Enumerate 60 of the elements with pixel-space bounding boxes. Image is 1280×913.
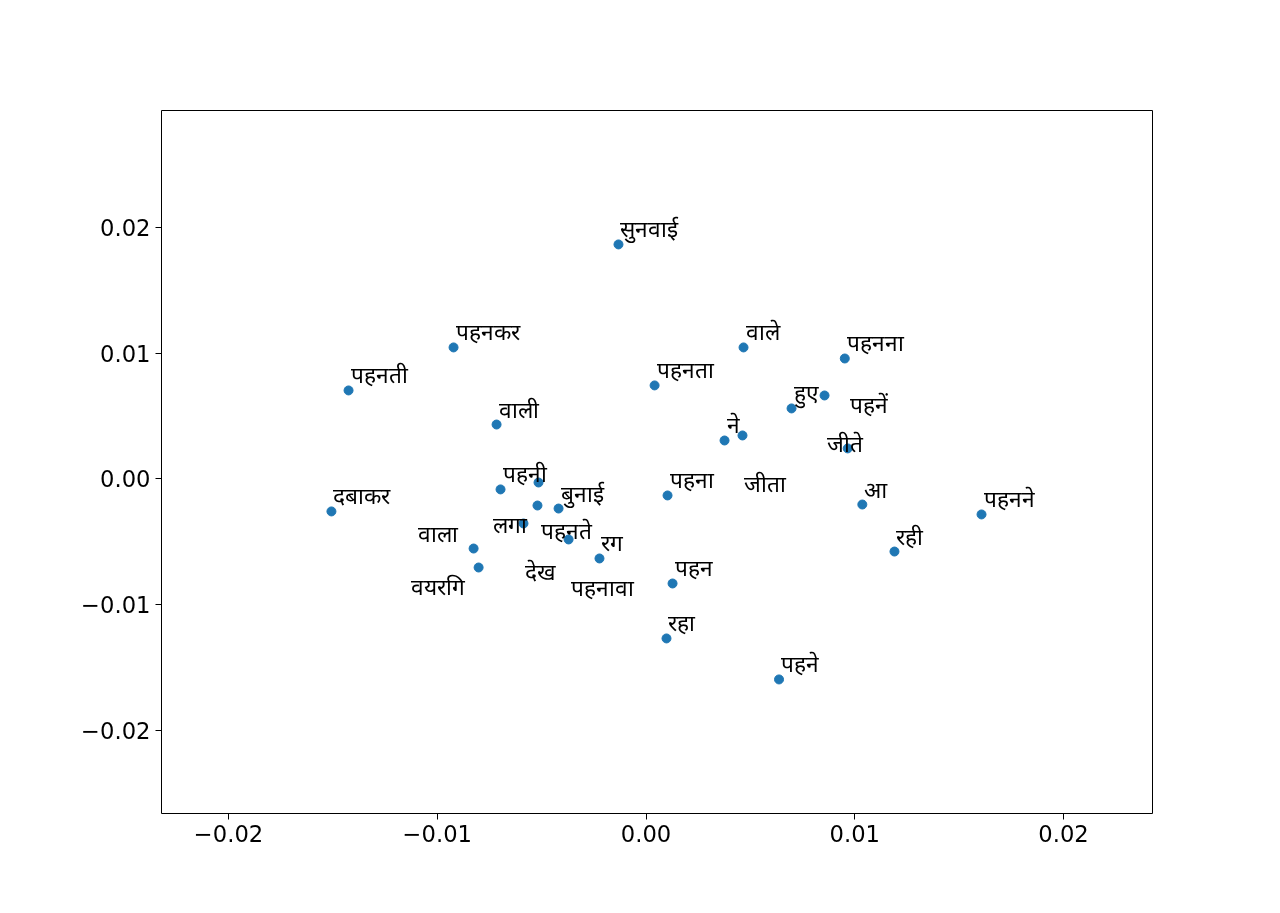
x-tick-label: 0.00: [620, 820, 672, 847]
annotation: पहनते: [540, 518, 593, 545]
point: [473, 562, 484, 573]
annotation: हुए: [793, 380, 819, 410]
point: [661, 633, 672, 644]
annotation: पहनें: [849, 392, 888, 419]
x-tick-label: −0.01: [402, 820, 472, 847]
point: [774, 674, 785, 685]
point: [491, 419, 502, 430]
y-tick-label: 0.01: [100, 340, 151, 367]
annotation: सुनवाई: [620, 216, 680, 245]
x-tick-label: −0.02: [193, 820, 264, 847]
annotation: पहनती: [350, 362, 409, 389]
annotation: रही: [896, 523, 925, 550]
annotation: आ: [864, 476, 889, 503]
annotation: पहन: [674, 555, 713, 582]
point: [649, 380, 660, 391]
annotation: जीता: [744, 471, 788, 498]
annotation: पहनता: [656, 357, 715, 384]
annotation: बुनाई: [560, 480, 605, 509]
annotation: पहनी: [502, 461, 548, 488]
point: [448, 342, 459, 353]
point: [495, 484, 506, 495]
x-tick-label: 0.01: [829, 820, 881, 847]
annotation: पहनना: [846, 330, 905, 357]
point: [662, 490, 673, 501]
point: [326, 506, 337, 517]
annotation: रग: [601, 530, 625, 557]
annotation: पहने: [781, 651, 820, 678]
annotation: वाला: [417, 520, 459, 547]
annotation: लगा: [493, 511, 529, 538]
point: [532, 500, 543, 511]
y-tick-label: 0.02: [100, 214, 151, 241]
annotation: पहनावा: [570, 575, 635, 602]
point: [857, 499, 868, 510]
annotation: वाले: [745, 319, 781, 346]
annotation: पहनने: [983, 486, 1035, 513]
point: [594, 553, 605, 564]
point: [839, 353, 850, 364]
annotation: वाली: [498, 396, 540, 423]
annotation: ने: [726, 412, 740, 439]
annotation: पहना: [669, 467, 715, 494]
point: [343, 385, 354, 396]
y-tick-label: 0.00: [100, 466, 151, 493]
y-tick-label: −0.01: [81, 592, 151, 619]
point: [976, 509, 987, 520]
y-tick-label: −0.02: [81, 718, 151, 744]
x-tick-label: 0.02: [1038, 820, 1089, 847]
point: [468, 543, 479, 554]
point: [738, 342, 749, 353]
point: [667, 578, 678, 589]
point: [819, 390, 830, 401]
annotation: जीते: [826, 431, 864, 458]
annotation: वयरगि: [410, 573, 466, 600]
annotation: देख: [525, 559, 557, 586]
annotation: दबाकर: [333, 483, 392, 510]
annotation: पहनकर: [455, 319, 521, 346]
annotation: रहा: [668, 610, 697, 637]
point: [889, 546, 900, 557]
point: [719, 435, 730, 446]
